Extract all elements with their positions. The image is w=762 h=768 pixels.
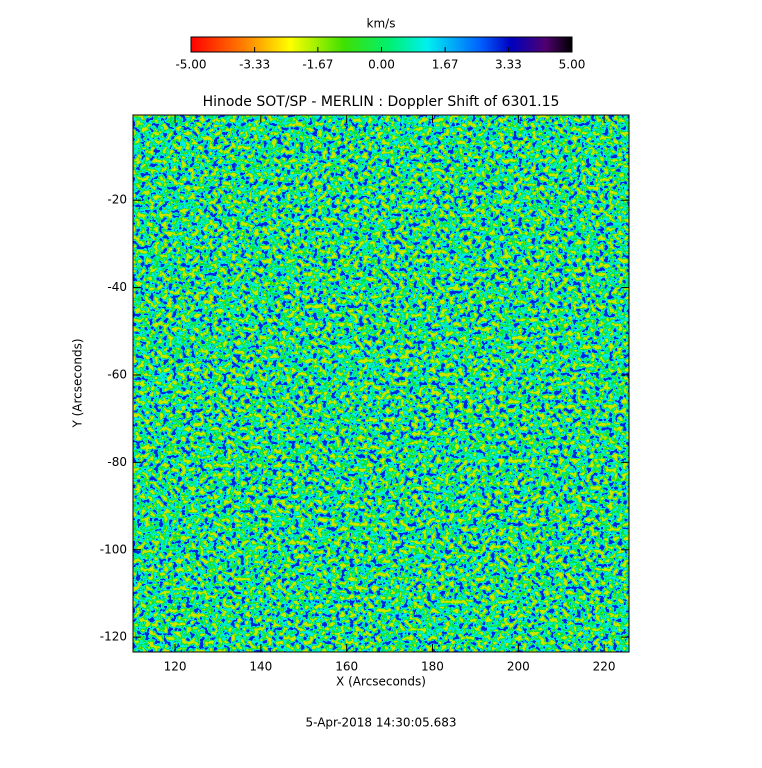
- y-tick-label: -60: [107, 367, 127, 381]
- colorbar-tick-label: -5.00: [175, 58, 206, 72]
- doppler-map: [133, 115, 629, 652]
- colorbar-tick-label: -1.67: [302, 58, 333, 72]
- colorbar-tick-label: 1.67: [432, 58, 459, 72]
- chart-title: Hinode SOT/SP - MERLIN : Doppler Shift o…: [203, 94, 560, 110]
- y-axis-label: Y (Arcseconds): [71, 338, 85, 428]
- y-tick-label: -120: [100, 630, 127, 644]
- x-tick-label: 160: [335, 660, 358, 674]
- x-tick-label: 140: [249, 660, 272, 674]
- colorbar-tick-label: 3.33: [495, 58, 522, 72]
- colorbar-label: km/s: [367, 17, 396, 31]
- y-tick-label: -40: [107, 280, 127, 294]
- y-tick-label: -80: [107, 455, 127, 469]
- x-tick-label: 220: [593, 660, 616, 674]
- y-tick-label: -100: [100, 542, 127, 556]
- x-tick-label: 180: [421, 660, 444, 674]
- y-tick-label: -20: [107, 193, 127, 207]
- x-tick-label: 120: [164, 660, 187, 674]
- colorbar-tick-label: -3.33: [239, 58, 270, 72]
- plot-frame: [132, 114, 630, 653]
- x-axis-label: X (Arcseconds): [336, 675, 426, 689]
- x-tick-label: 200: [507, 660, 530, 674]
- colorbar-tick-label: 5.00: [559, 58, 586, 72]
- colorbar-tick-label: 0.00: [368, 58, 395, 72]
- footer-date: 5-Apr-2018 14:30:05.683: [306, 716, 457, 730]
